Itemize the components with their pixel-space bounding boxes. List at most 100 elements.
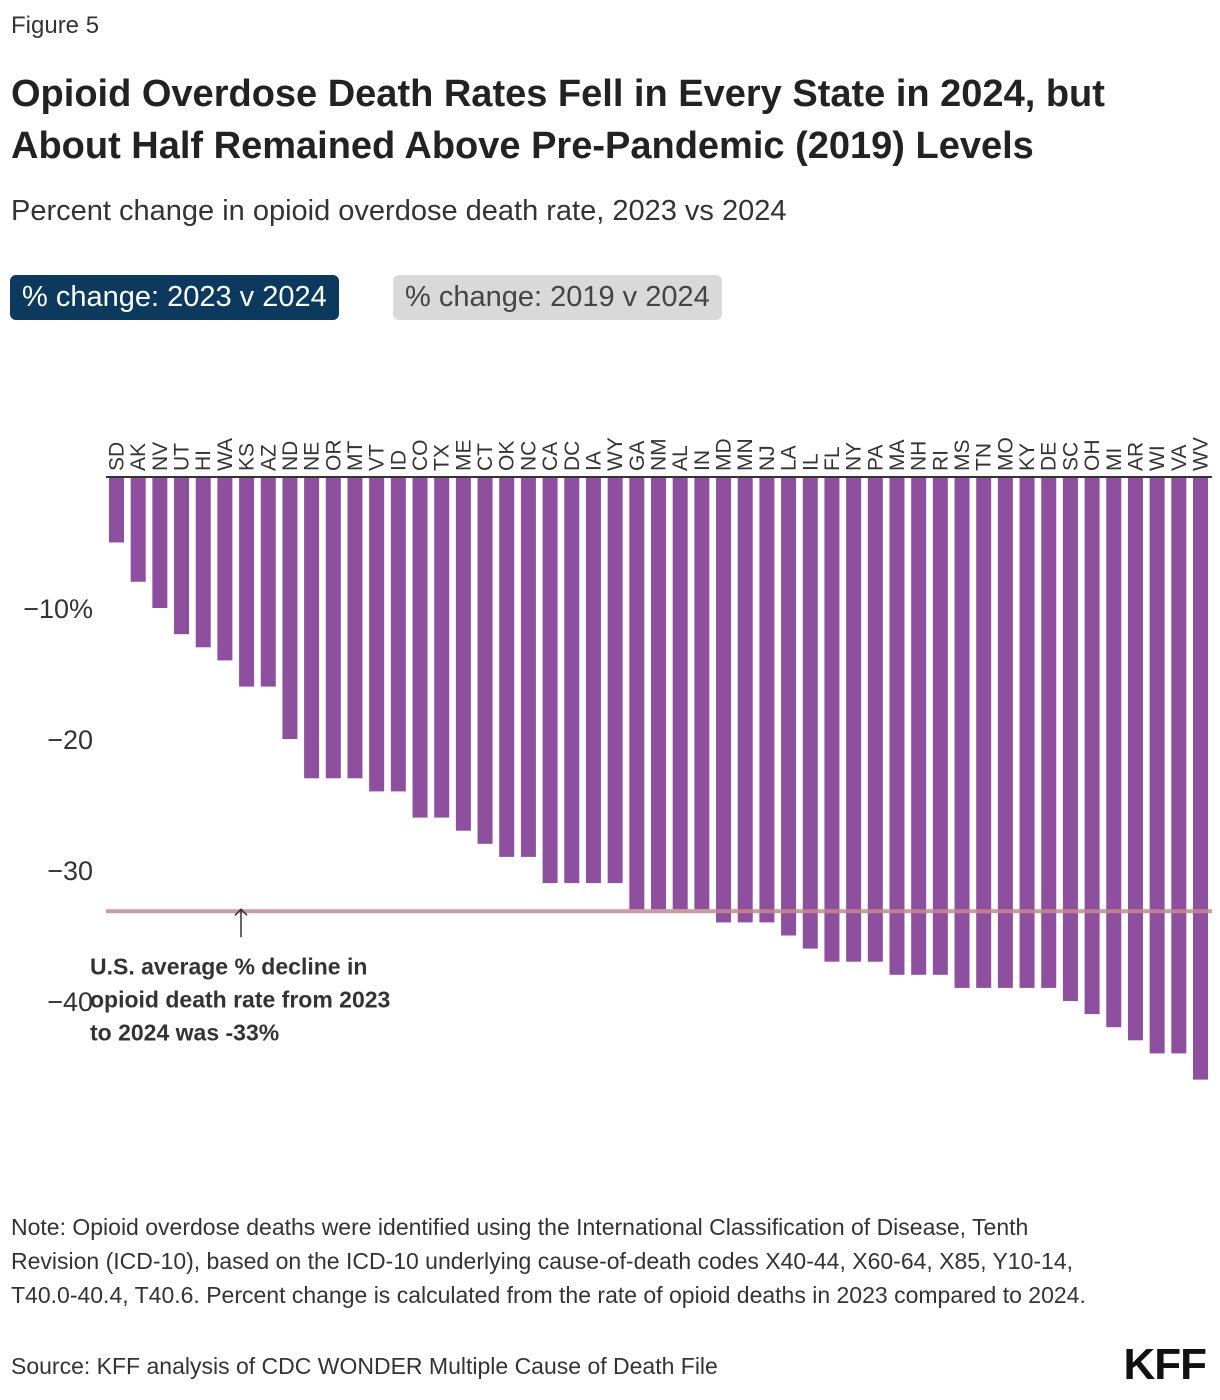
us-average-annotation: U.S. average % decline in bbox=[90, 953, 367, 979]
x-tick-label: SD bbox=[106, 442, 129, 471]
y-tick-label: −10% bbox=[23, 594, 93, 624]
bar-hi bbox=[195, 477, 211, 648]
bar-mn bbox=[737, 477, 753, 923]
bar-co bbox=[412, 477, 428, 818]
bar-tn bbox=[976, 477, 992, 988]
chart-title: Opioid Overdose Death Rates Fell in Ever… bbox=[11, 73, 1105, 167]
kff-logo: KFF bbox=[1123, 1340, 1207, 1389]
bar-or bbox=[325, 477, 341, 779]
x-tick-label: MI bbox=[1103, 448, 1126, 471]
x-tick-label: NE bbox=[301, 442, 324, 471]
bar-sd bbox=[109, 477, 124, 543]
bar-ct bbox=[477, 477, 493, 844]
x-tick-label: IA bbox=[582, 451, 605, 471]
y-tick-label: −20 bbox=[47, 725, 93, 755]
x-tick-label: KS bbox=[236, 443, 259, 471]
x-tick-label: RI bbox=[929, 450, 952, 471]
bar-oh bbox=[1084, 477, 1100, 1015]
tab-2023-v-2024[interactable]: % change: 2023 v 2024 bbox=[10, 275, 339, 320]
x-tick-label: OK bbox=[496, 441, 519, 471]
bar-ca bbox=[542, 477, 558, 884]
bar-ok bbox=[499, 477, 515, 857]
bar-wy bbox=[607, 477, 623, 884]
x-tick-label: NY bbox=[843, 442, 866, 471]
x-tick-label: DE bbox=[1038, 442, 1061, 471]
chart-subtitle: Percent change in opioid overdose death … bbox=[11, 195, 787, 227]
x-tick-label: VT bbox=[366, 444, 389, 471]
bar-wa bbox=[217, 477, 233, 661]
x-tick-label: AR bbox=[1124, 442, 1147, 471]
bar-nd bbox=[282, 477, 298, 739]
x-tick-label: GA bbox=[626, 441, 649, 471]
us-average-annotation: opioid death rate from 2023 bbox=[90, 986, 390, 1012]
x-tick-label: WI bbox=[1146, 445, 1169, 471]
x-tick-label: WV bbox=[1190, 437, 1213, 471]
tab-2019-v-2024[interactable]: % change: 2019 v 2024 bbox=[393, 275, 722, 320]
arrow-head-icon bbox=[234, 908, 248, 916]
x-tick-label: OR bbox=[322, 440, 345, 472]
x-tick-label: NM bbox=[648, 438, 671, 471]
x-tick-label: CA bbox=[539, 442, 562, 471]
x-tick-label: ID bbox=[387, 450, 410, 471]
bar-chart: SDAKNVUTHIWAKSAZNDNEORMTVTIDCOTXMECTOKNC… bbox=[23, 437, 1213, 1080]
bar-il bbox=[802, 477, 818, 949]
x-tick-label: MS bbox=[951, 440, 974, 472]
x-tick-label: CT bbox=[474, 443, 497, 471]
x-tick-label: FL bbox=[821, 446, 844, 471]
bar-la bbox=[781, 477, 797, 936]
bar-ar bbox=[1127, 477, 1143, 1041]
x-tick-label: OH bbox=[1081, 440, 1104, 472]
x-tick-label: PA bbox=[864, 445, 887, 471]
bar-nm bbox=[651, 477, 666, 910]
bar-ia bbox=[585, 477, 601, 884]
bar-nj bbox=[759, 477, 775, 923]
x-tick-label: DC bbox=[561, 441, 584, 471]
x-tick-label: CO bbox=[409, 440, 432, 472]
bar-dc bbox=[564, 477, 580, 884]
bar-ny bbox=[846, 477, 862, 962]
x-tick-label: NJ bbox=[756, 445, 779, 471]
y-tick-label: −40 bbox=[47, 987, 93, 1017]
x-tick-label: LA bbox=[778, 445, 801, 471]
x-tick-label: IL bbox=[799, 453, 822, 471]
x-tick-label: WY bbox=[604, 437, 627, 471]
bar-ky bbox=[1019, 477, 1035, 988]
x-tick-label: MO bbox=[994, 437, 1017, 471]
bar-me bbox=[455, 477, 471, 831]
x-tick-label: NC bbox=[517, 441, 540, 471]
bar-al bbox=[672, 477, 688, 910]
bar-ri bbox=[932, 477, 948, 975]
bar-wv bbox=[1193, 477, 1208, 1080]
bar-vt bbox=[369, 477, 385, 792]
bar-pa bbox=[867, 477, 883, 962]
bar-md bbox=[716, 477, 732, 923]
bar-in bbox=[694, 477, 710, 910]
x-tick-label: SC bbox=[1059, 442, 1082, 471]
bar-nh bbox=[911, 477, 927, 975]
x-tick-label: IN bbox=[691, 450, 714, 471]
x-tick-label: NH bbox=[908, 441, 931, 471]
bar-fl bbox=[824, 477, 840, 962]
chart-note: Note: Opioid overdose deaths were identi… bbox=[11, 1214, 1086, 1308]
x-tick-label: UT bbox=[171, 443, 194, 471]
x-tick-label: TX bbox=[431, 444, 454, 471]
x-tick-label: KY bbox=[1016, 443, 1039, 471]
bar-mt bbox=[347, 477, 363, 779]
bar-nv bbox=[152, 477, 168, 608]
bar-ne bbox=[304, 477, 320, 779]
x-tick-label: HI bbox=[192, 450, 215, 471]
bar-sc bbox=[1062, 477, 1078, 1001]
x-tick-label: TN bbox=[973, 443, 996, 471]
bar-ma bbox=[889, 477, 905, 975]
x-tick-label: VA bbox=[1168, 445, 1191, 471]
bar-nc bbox=[520, 477, 536, 857]
x-tick-label: MN bbox=[734, 438, 757, 471]
x-tick-label: AZ bbox=[257, 444, 280, 471]
us-average-annotation: to 2024 was -33% bbox=[90, 1019, 279, 1045]
figure-label: Figure 5 bbox=[11, 12, 100, 39]
chart-source: Source: KFF analysis of CDC WONDER Multi… bbox=[11, 1353, 718, 1379]
x-tick-label: AL bbox=[669, 445, 692, 471]
x-tick-label: NV bbox=[149, 442, 172, 471]
bar-mi bbox=[1106, 477, 1122, 1028]
bar-va bbox=[1171, 477, 1187, 1054]
